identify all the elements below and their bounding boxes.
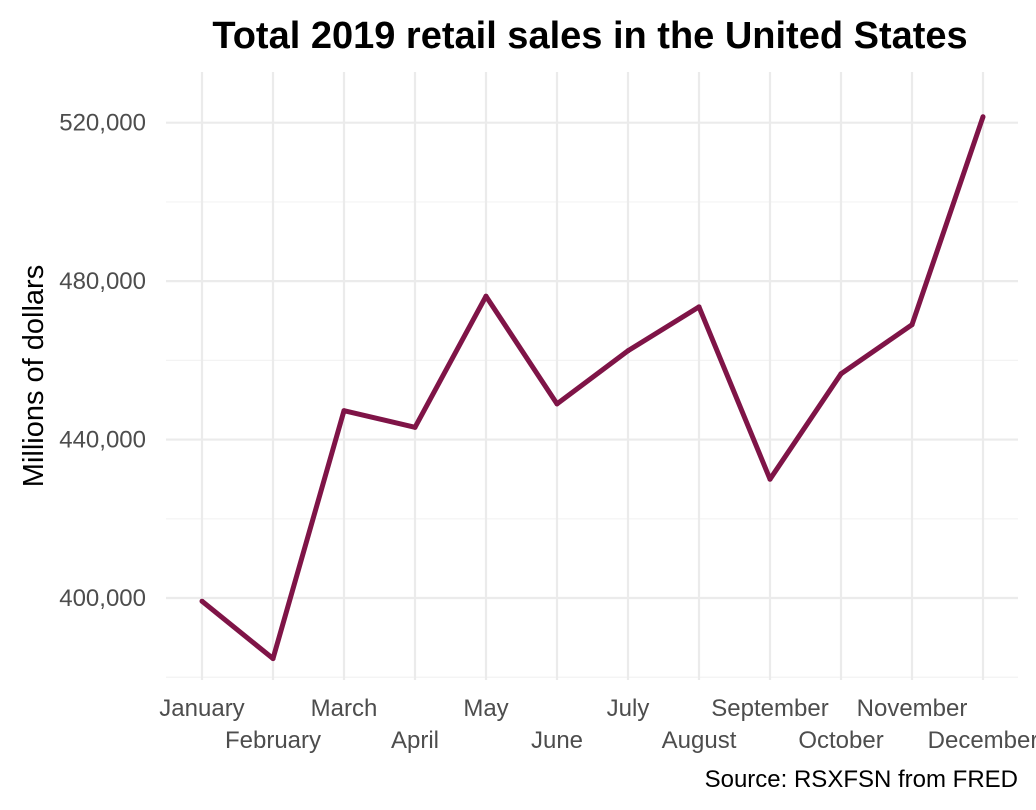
data-point-april	[412, 424, 418, 430]
x-tick-label-august: August	[662, 727, 737, 754]
chart-title: Total 2019 retail sales in the United St…	[212, 15, 967, 57]
x-tick-label-february: February	[225, 727, 321, 754]
series-line-0	[200, 115, 986, 662]
data-point-february	[270, 656, 276, 662]
data-point-november	[909, 322, 915, 328]
data-point-july	[625, 348, 631, 354]
y-tick-labels: 400,000 440,000 480,000 520,000	[59, 110, 146, 612]
data-point-december	[980, 114, 986, 120]
x-tick-label-march: March	[311, 695, 378, 722]
y-tick-label-0: 400,000	[59, 585, 146, 612]
data-point-october	[838, 371, 844, 377]
source-caption: Source: RSXFSN from FRED	[705, 766, 1018, 793]
x-tick-label-july: July	[607, 695, 650, 722]
x-tick-label-december: December	[928, 727, 1036, 754]
data-point-may	[483, 293, 489, 299]
x-tick-label-june: June	[531, 727, 583, 754]
data-point-march	[341, 408, 347, 414]
x-tick-labels: January February March April May June July Augu…	[159, 695, 1036, 754]
y-tick-label-3: 520,000	[59, 110, 146, 137]
x-tick-label-november: November	[857, 695, 968, 722]
data-point-august	[696, 304, 702, 310]
x-tick-label-april: April	[391, 727, 439, 754]
x-tick-label-may: May	[463, 695, 508, 722]
data-point-june	[554, 401, 560, 407]
y-axis-label: Millions of dollars	[18, 265, 50, 487]
x-tick-label-september: September	[711, 695, 828, 722]
y-tick-label-2: 480,000	[59, 268, 146, 295]
x-tick-label-october: October	[798, 727, 883, 754]
series-layer	[199, 114, 986, 662]
data-point-september	[767, 476, 773, 482]
data-point-january	[199, 598, 205, 604]
y-tick-label-1: 440,000	[59, 427, 146, 454]
minor-gridlines	[166, 201, 1018, 678]
x-tick-label-january: January	[159, 695, 244, 722]
